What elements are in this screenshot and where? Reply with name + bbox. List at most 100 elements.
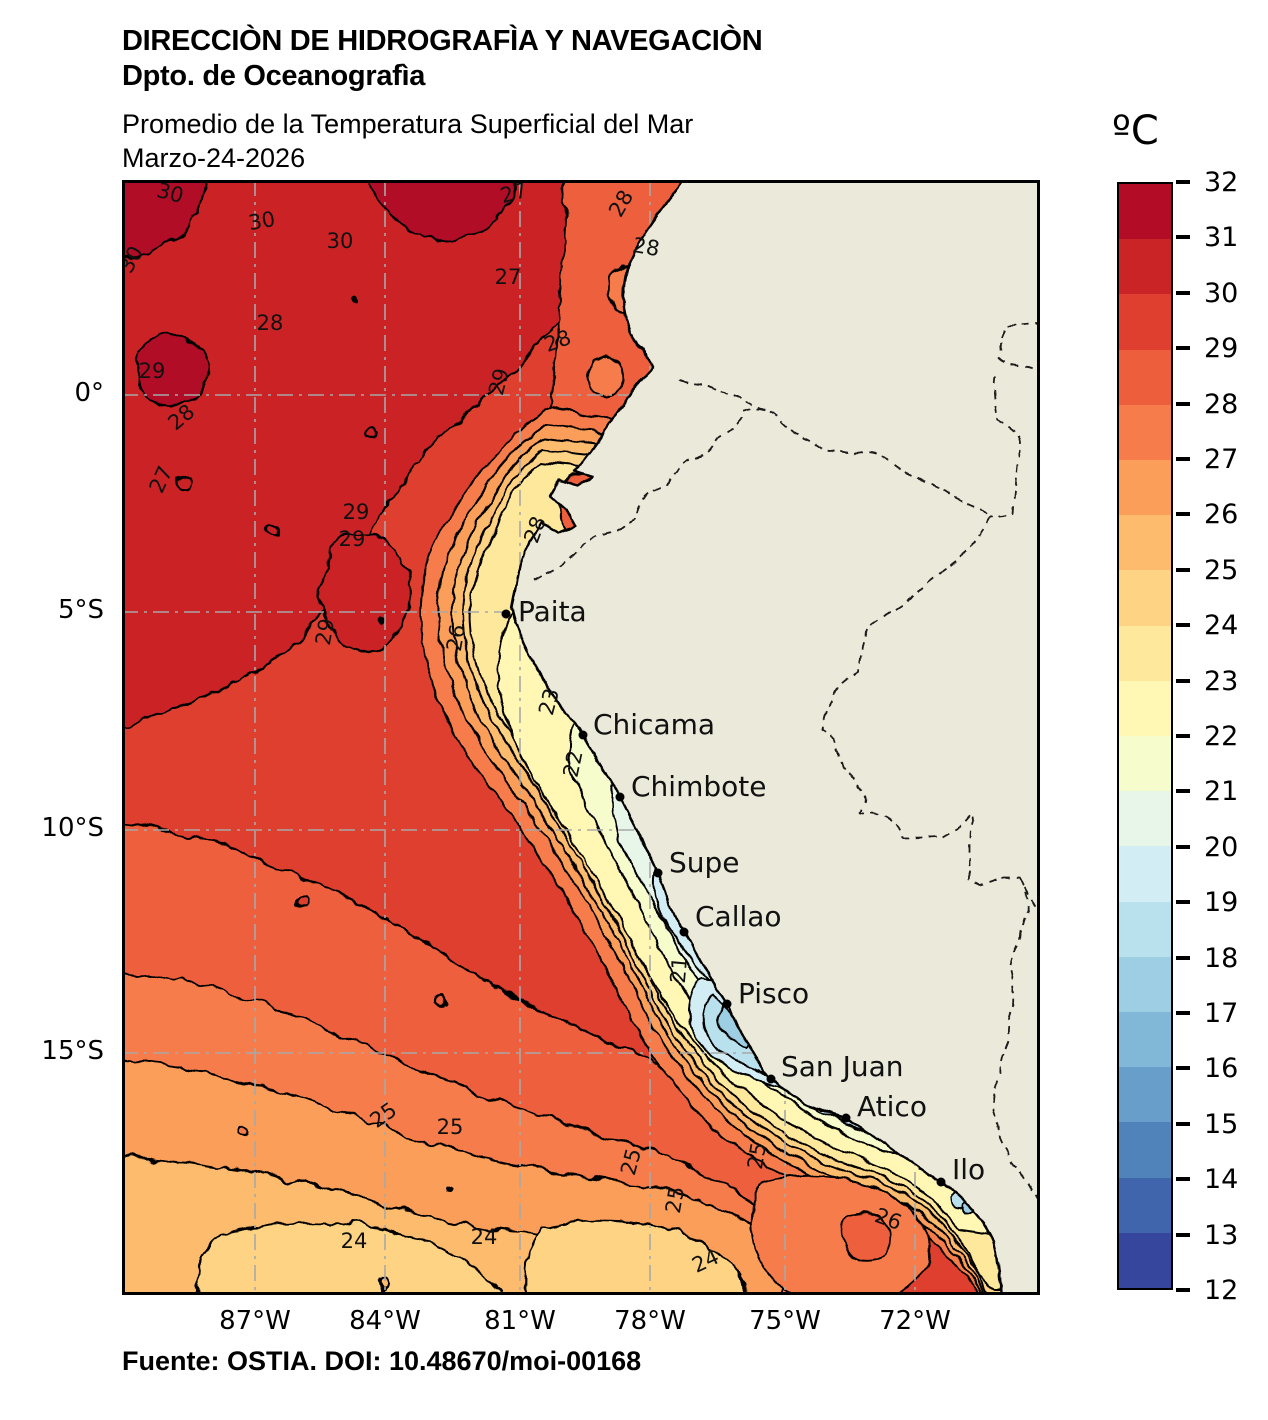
- page-title: DIRECCIÒN DE HIDROGRAFÌA Y NAVEGACIÒN Dp…: [122, 24, 763, 95]
- contour-label-28: 28: [631, 233, 661, 261]
- contour-label-27: 27: [495, 265, 522, 289]
- city-label-san-juan: San Juan: [781, 1050, 904, 1083]
- colorbar-segment-30-31: [1119, 239, 1171, 295]
- colorbar-tick-mark: [1176, 401, 1190, 406]
- colorbar-tick-label: 20: [1204, 831, 1239, 863]
- contour-value-labels: 3030303029292929292828282828282727272626…: [122, 180, 905, 1278]
- city-dot-supe: [653, 868, 663, 878]
- contour-label-24: 24: [341, 1229, 368, 1253]
- subtitle-line1: Promedio de la Temperatura Superficial d…: [122, 109, 694, 139]
- colorbar-segment-12-13: [1119, 1232, 1171, 1289]
- colorbar-segment-31-32: [1119, 184, 1171, 240]
- city-label-atico: Atico: [857, 1090, 927, 1123]
- colorbar-tick-mark: [1176, 1121, 1190, 1126]
- lat-tick-label: 5°S: [57, 595, 104, 625]
- colorbar-segment-21-22: [1119, 736, 1171, 792]
- colorbar-tick-label: 29: [1204, 333, 1239, 365]
- lon-tick-label: 81°W: [484, 1306, 556, 1336]
- org-line2: Dpto. de Oceanografìa: [122, 60, 426, 93]
- contour-label-29: 29: [139, 359, 166, 383]
- lon-tick-label: 72°W: [879, 1306, 951, 1336]
- city-dot-paita: [501, 609, 511, 619]
- colorbar-tick-mark: [1176, 1232, 1190, 1237]
- subtitle-line2: Marzo-24-2026: [122, 142, 306, 173]
- colorbar-tick-mark: [1176, 290, 1190, 295]
- colorbar-tick-mark: [1176, 180, 1190, 184]
- colorbar-tick-label: 24: [1204, 610, 1239, 642]
- city-label-chicama: Chicama: [593, 708, 715, 741]
- colorbar-tick-label: 27: [1204, 444, 1239, 475]
- org-line1: DIRECCIÒN DE HIDROGRAFÌA Y NAVEGACIÒN: [122, 25, 763, 57]
- colorbar-segment-18-19: [1119, 901, 1171, 957]
- contour-label-26: 26: [442, 623, 470, 653]
- colorbar-segment-16-17: [1119, 1012, 1171, 1068]
- contour-label-24: 24: [471, 1225, 498, 1249]
- colorbar-segment-22-23: [1119, 680, 1171, 737]
- colorbar-segment-26-27: [1119, 460, 1171, 516]
- lon-tick-label: 84°W: [349, 1306, 421, 1336]
- colorbar-segment-27-28: [1119, 404, 1171, 461]
- colorbar-tick-label: 15: [1204, 1108, 1239, 1140]
- colorbar-segment-25-26: [1119, 515, 1171, 571]
- contour-label-29: 29: [311, 617, 339, 647]
- lat-tick-label: 15°S: [41, 1036, 104, 1066]
- contour-label-21: 21: [666, 956, 692, 985]
- colorbar-tick-label: 14: [1204, 1164, 1239, 1196]
- colorbar-tick-label: 26: [1204, 499, 1239, 531]
- city-dot-chimbote: [615, 792, 625, 802]
- colorbar-tick-label: 13: [1204, 1219, 1239, 1251]
- contour-label-30: 30: [247, 207, 277, 235]
- city-label-pisco: Pisco: [738, 977, 809, 1010]
- contour-label-25: 25: [661, 1185, 689, 1215]
- map-frame: [122, 180, 1040, 1295]
- city-markers: Paita Chicama Chimbote Supe Callao Pisco San J…: [501, 595, 985, 1187]
- colorbar-tick-mark: [1176, 346, 1190, 351]
- city-label-callao: Callao: [695, 900, 782, 933]
- city-label-ilo: Ilo: [952, 1153, 985, 1186]
- city-dot-pisco: [722, 999, 732, 1009]
- city-label-paita: Paita: [518, 595, 587, 628]
- city-dot-ilo: [936, 1177, 946, 1187]
- colorbar-tick-label: 22: [1204, 721, 1239, 752]
- city-dot-chicama: [578, 730, 588, 740]
- city-label-supe: Supe: [669, 846, 740, 879]
- colorbar-tick-mark: [1176, 623, 1190, 628]
- colorbar-tick-mark: [1176, 955, 1190, 960]
- colorbar-segment-20-21: [1119, 791, 1171, 847]
- colorbar-segment-23-24: [1119, 625, 1171, 681]
- colorbar-tick-mark: [1176, 1288, 1190, 1292]
- contour-label-22: 22: [559, 748, 588, 779]
- city-dot-callao: [679, 927, 689, 937]
- colorbar-tick-label: 17: [1204, 998, 1239, 1029]
- colorbar-tick-label: 16: [1204, 1053, 1239, 1085]
- sst-contour-map: 30 30 30 30 29 29 29 29 29 28 28 28 28 28 28 27 27 27 26 26…: [122, 180, 1040, 1295]
- colorbar-segment-13-14: [1119, 1177, 1171, 1233]
- colorbar-segment-28-29: [1119, 349, 1171, 405]
- map-subtitle: Promedio de la Temperatura Superficial d…: [122, 108, 693, 176]
- colorbar-segment-24-25: [1119, 570, 1171, 626]
- colorbar-tick-label: 31: [1204, 222, 1239, 254]
- lon-tick-label: 75°W: [749, 1306, 821, 1336]
- contour-label-30: 30: [327, 229, 354, 253]
- colorbar-tick-label: 25: [1204, 554, 1239, 586]
- colorbar-tick-label: 18: [1204, 942, 1239, 974]
- colorbar-tick-mark: [1176, 512, 1190, 517]
- source-attribution: Fuente: OSTIA. DOI: 10.48670/moi-00168: [122, 1346, 642, 1376]
- colorbar-tick-mark: [1176, 457, 1190, 461]
- lat-tick-label: 10°S: [41, 813, 104, 843]
- contour-label-29: 29: [339, 527, 366, 551]
- colorbar-segment-15-16: [1119, 1067, 1171, 1123]
- city-dot-san-juan: [766, 1074, 776, 1084]
- colorbar-segment-19-20: [1119, 846, 1171, 902]
- land-south-america: [510, 180, 1040, 1295]
- colorbar-tick-mark: [1176, 235, 1190, 240]
- colorbar-segment-17-18: [1119, 956, 1171, 1013]
- colorbar-tick-mark: [1176, 1066, 1190, 1071]
- colorbar-tick-label: 32: [1204, 167, 1239, 198]
- colorbar-tick-labels: 12 13 14 15 16 17 18 19 20 21 22 23 24 25 26 27 28 29 30 31…: [1176, 169, 1266, 1304]
- colorbar-tick-mark: [1176, 1177, 1190, 1182]
- colorbar-tick-label: 21: [1204, 776, 1239, 808]
- colorbar-tick-mark: [1176, 567, 1190, 572]
- city-label-chimbote: Chimbote: [631, 770, 766, 803]
- colorbar-tick-mark: [1176, 900, 1190, 905]
